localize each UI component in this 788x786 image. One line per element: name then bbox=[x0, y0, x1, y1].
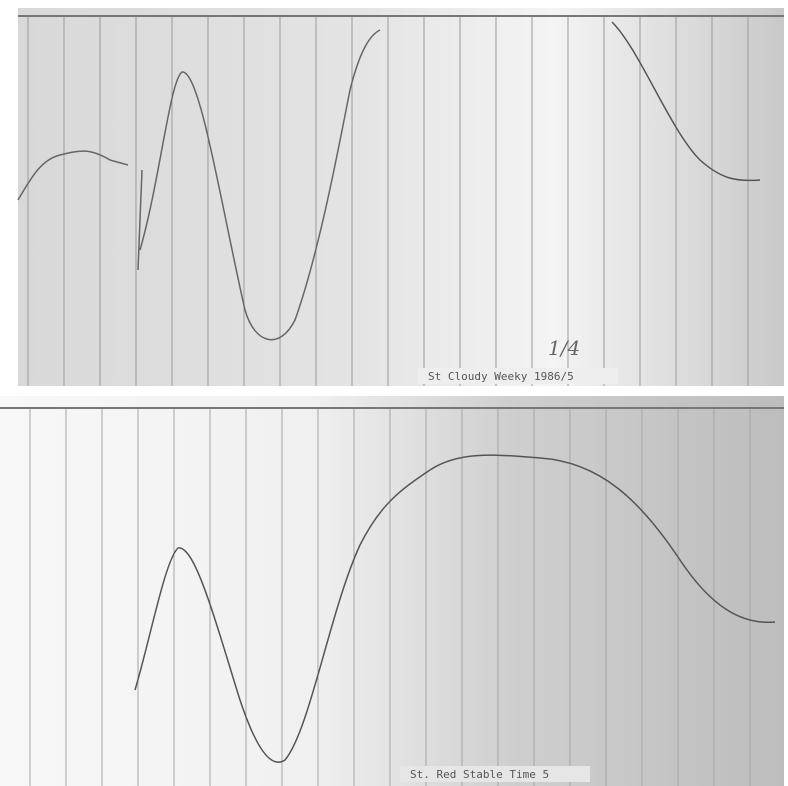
annotation: 1/4 bbox=[548, 336, 580, 360]
paper-bottom bbox=[0, 396, 784, 786]
trace bbox=[134, 454, 776, 763]
grid-bottom bbox=[29, 408, 751, 786]
trace bbox=[611, 21, 761, 182]
caption-box bbox=[418, 368, 618, 384]
paper-top bbox=[18, 8, 784, 386]
caption: St Cloudy Weeky 1986/5 bbox=[428, 370, 574, 383]
trace bbox=[137, 29, 381, 341]
caption: St. Red Stable Time 5 bbox=[410, 768, 549, 781]
grid-top bbox=[27, 16, 749, 386]
trace bbox=[17, 150, 129, 201]
caption-box bbox=[400, 766, 590, 782]
